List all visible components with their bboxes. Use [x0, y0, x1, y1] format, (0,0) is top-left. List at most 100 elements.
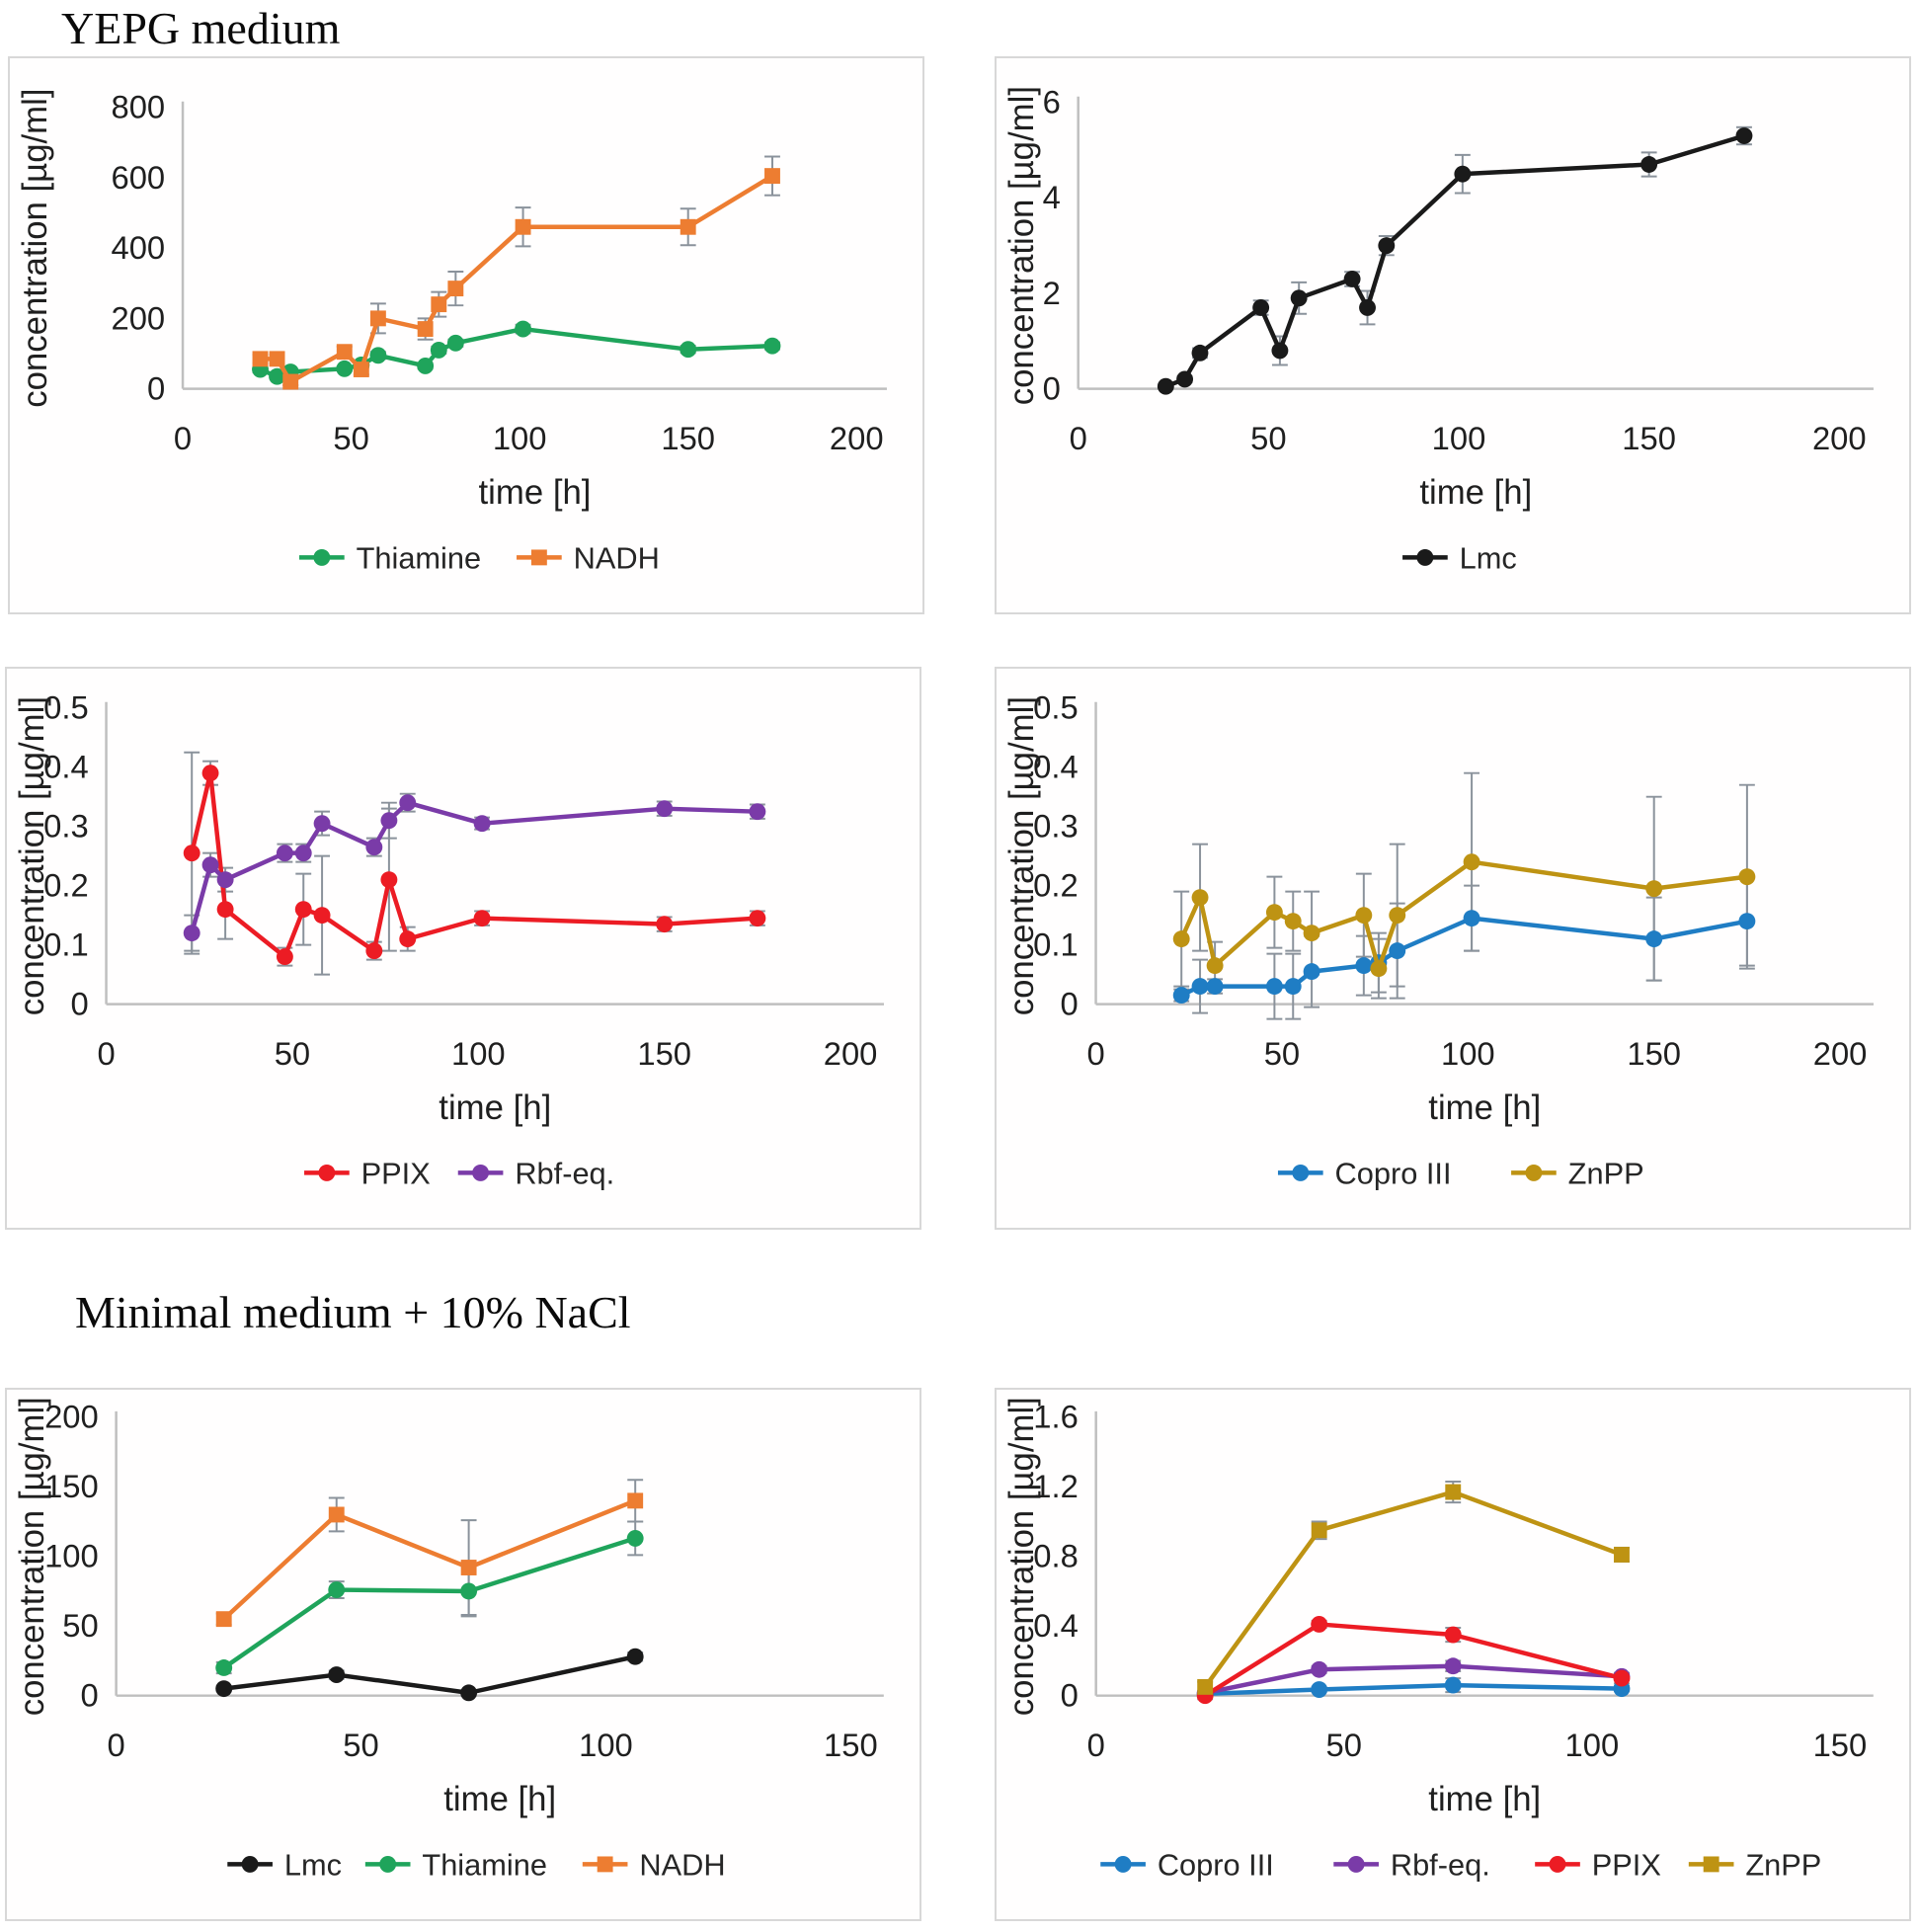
legend-marker-ZnPP	[1525, 1164, 1543, 1181]
legend-item-Thiamine: Thiamine	[299, 540, 481, 575]
legend-marker-Rbf-eq.	[1347, 1855, 1365, 1873]
line-chart-yepg-lmc: 0 2 4 6 0 50 100 150 200 concentration [µg/ml] tim…	[1003, 84, 1874, 575]
series-marker-NADH	[282, 373, 299, 390]
y-axis-title: concentration [µg/ml]	[1003, 86, 1041, 405]
y-axis-title: concentration [µg/ml]	[17, 88, 54, 407]
line-chart-minimal-porphyrins: 0 0.4 0.8 1.2 1.6 0 50 100 150 concentration [µg/…	[1003, 1397, 1874, 1882]
x-tick-label: 0	[1070, 420, 1087, 456]
series-marker-PPIX	[749, 910, 766, 927]
legend-label-Rbf-eq.: Rbf-eq.	[1391, 1847, 1490, 1882]
y-tick-label: 1.6	[1033, 1399, 1079, 1435]
legend-marker-ZnPP	[1703, 1856, 1719, 1873]
legend-marker-NADH	[530, 549, 547, 566]
legend-marker-Thiamine	[313, 548, 331, 566]
series-marker-Lmc	[1157, 377, 1174, 395]
series-marker-PPIX	[1444, 1626, 1462, 1644]
y-tick-label: 400	[112, 229, 166, 266]
series-marker-NADH	[764, 168, 780, 185]
series-marker-NADH	[269, 351, 285, 367]
section-title-minimal-medium: Minimal medium + 10% NaCl	[75, 1287, 631, 1337]
chart-panel-minimal-porphyrins: 0 0.4 0.8 1.2 1.6 0 50 100 150 concentration [µg/…	[995, 1388, 1911, 1921]
y-tick-label: 0	[1061, 1677, 1079, 1714]
y-tick-label: 0.4	[1033, 1607, 1079, 1644]
legend-item-Copro III: Copro III	[1100, 1847, 1274, 1882]
series-line-PPIX	[190, 770, 759, 959]
series-line-Copro III	[1180, 916, 1748, 998]
series-marker-Copro III	[1284, 978, 1302, 996]
series-marker-Rbf-eq.	[656, 800, 674, 818]
series-marker-ZnPP	[1370, 960, 1388, 978]
series-marker-PPIX	[313, 907, 331, 925]
x-tick-label: 50	[275, 1035, 310, 1072]
series-marker-Thiamine	[680, 341, 697, 359]
legend-label-NADH: NADH	[639, 1847, 725, 1882]
section-title-yepg: YEPG medium	[61, 3, 341, 53]
y-tick-label: 0.8	[1033, 1538, 1079, 1574]
legend-item-NADH: NADH	[582, 1847, 726, 1882]
series-marker-Thiamine	[369, 347, 387, 364]
series-marker-Rbf-eq.	[749, 803, 766, 821]
x-tick-label: 50	[333, 420, 368, 456]
series-marker-Rbf-eq.	[380, 812, 398, 830]
series-marker-PPIX	[1613, 1669, 1631, 1687]
series-marker-Thiamine	[215, 1659, 233, 1676]
series-marker-Rbf-eq.	[473, 815, 491, 833]
series-marker-NADH	[680, 218, 696, 235]
y-tick-label: 2	[1043, 275, 1061, 311]
series-line-Rbf-eq.	[1204, 1663, 1623, 1696]
series-marker-Thiamine	[328, 1581, 346, 1599]
x-tick-label: 50	[343, 1727, 378, 1763]
series-marker-ZnPP	[1191, 889, 1209, 907]
line-chart-yepg-ppix-rbf: 0 0.1 0.2 0.3 0.4 0.5 0 50 100 150 200 concentratio…	[14, 689, 884, 1190]
legend-item-PPIX: PPIX	[304, 1156, 431, 1190]
series-marker-Copro III	[1463, 910, 1480, 927]
series-marker-Rbf-eq.	[399, 794, 417, 812]
y-axis-title: concentration [µg/ml]	[1003, 1397, 1041, 1716]
legend-marker-Copro III	[1114, 1855, 1132, 1873]
series-marker-Lmc	[460, 1684, 478, 1702]
series-marker-Lmc	[1271, 342, 1289, 360]
series-marker-Rbf-eq.	[365, 839, 383, 856]
y-tick-label: 0	[1060, 986, 1078, 1022]
series-marker-NADH	[369, 310, 386, 327]
legend-label-Thiamine: Thiamine	[422, 1847, 547, 1882]
series-marker-Lmc	[1640, 156, 1658, 173]
series-marker-Copro III	[1389, 942, 1406, 960]
x-tick-label: 200	[1812, 420, 1867, 456]
series-marker-NADH	[353, 362, 369, 377]
series-marker-ZnPP	[1355, 907, 1373, 925]
legend-label-ZnPP: ZnPP	[1745, 1847, 1821, 1882]
series-marker-PPIX	[1311, 1616, 1328, 1633]
y-tick-label: 0	[1043, 370, 1061, 407]
y-tick-label: 0.4	[1033, 749, 1079, 785]
y-tick-label: 4	[1043, 179, 1061, 215]
x-axis-title: time [h]	[1419, 474, 1532, 512]
series-marker-Lmc	[1378, 237, 1396, 255]
x-axis-title: time [h]	[439, 1089, 551, 1127]
x-axis-title: time [h]	[1428, 1089, 1541, 1127]
x-tick-label: 100	[493, 420, 547, 456]
series-marker-ZnPP	[1265, 904, 1283, 922]
chart-panel-yepg-copro-znpp: 0 0.1 0.2 0.3 0.4 0.5 0 50 100 150 200 concentratio…	[995, 667, 1911, 1230]
chart-panel-yepg-thiamine-nadh: 0 200 400 600 800 0 50 100 150 200 concentration […	[8, 56, 924, 614]
series-marker-Lmc	[1359, 299, 1376, 316]
legend-item-Lmc: Lmc	[227, 1847, 342, 1882]
series-marker-Thiamine	[446, 334, 464, 352]
y-tick-label: 600	[112, 159, 166, 196]
series-marker-PPIX	[294, 901, 312, 919]
x-tick-label: 200	[830, 420, 884, 456]
chart-panel-minimal-lmc-thiamine-nadh: 0 50 100 150 200 0 50 100 150 concentration [µg/m…	[5, 1388, 921, 1921]
series-marker-PPIX	[201, 765, 219, 782]
series-marker-Lmc	[626, 1648, 644, 1665]
legend-label-Thiamine: Thiamine	[357, 540, 482, 575]
series-line-ZnPP	[1203, 1489, 1623, 1689]
series-marker-Copro III	[1355, 957, 1373, 975]
x-tick-label: 150	[637, 1035, 691, 1072]
y-tick-label: 200	[112, 299, 166, 336]
series-marker-ZnPP	[1463, 853, 1480, 871]
series-marker-Lmc	[1176, 370, 1194, 388]
legend-marker-PPIX	[318, 1164, 336, 1181]
series-marker-ZnPP	[1284, 913, 1302, 930]
x-tick-label: 100	[451, 1035, 506, 1072]
